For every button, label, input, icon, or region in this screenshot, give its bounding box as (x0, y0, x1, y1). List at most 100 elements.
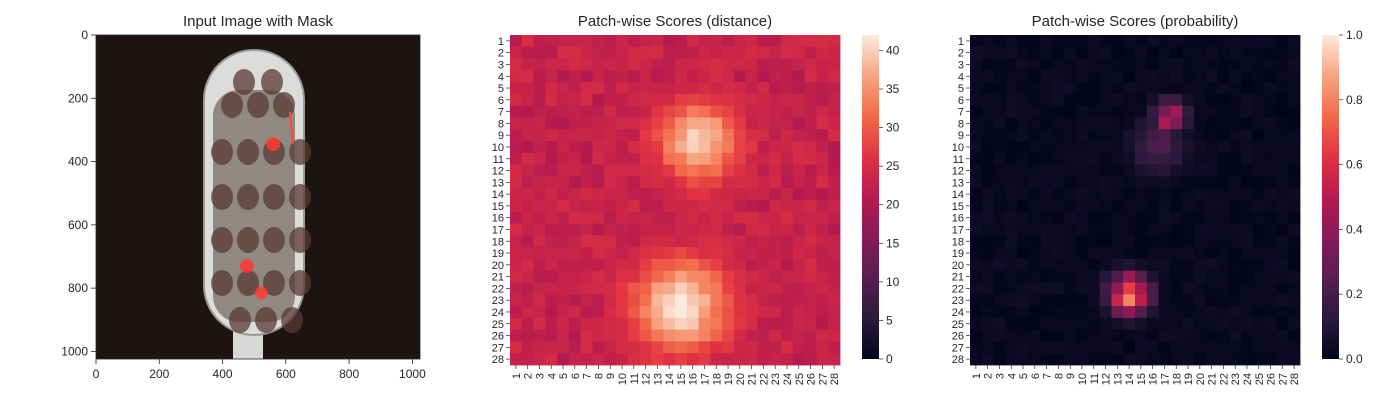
heatmap-cell (970, 294, 983, 307)
heatmap-cell (1229, 188, 1242, 201)
heatmap-cell (675, 200, 688, 213)
heatmap-cell (1087, 82, 1101, 95)
heatmap-cell (1288, 223, 1301, 236)
heatmap-cell (1111, 353, 1124, 366)
heatmap-cell (1135, 341, 1148, 354)
heatmap-cell (1252, 235, 1266, 248)
heatmap-cell (627, 176, 641, 189)
y-tick-label: 5 (958, 83, 964, 95)
heatmap-cell (1182, 223, 1195, 236)
heatmap-cell (1040, 105, 1053, 118)
heatmap-cell (722, 117, 735, 130)
y-tick-label: 7 (958, 107, 964, 119)
heatmap-cell (533, 200, 546, 213)
heatmap-cell (510, 282, 523, 295)
x-tick-label: 13 (652, 373, 664, 385)
colorbar-tick-label: 20 (886, 198, 900, 212)
heatmap-cell (1052, 58, 1065, 71)
heatmap-cell (1241, 235, 1254, 248)
heatmap-cell (757, 105, 770, 118)
heatmap-cell (981, 306, 994, 319)
heatmap-cell (568, 188, 582, 201)
heatmap-cell (698, 164, 711, 177)
heatmap-cell (710, 317, 723, 331)
colorbar-tick-label: 40 (886, 43, 900, 57)
heatmap-cell (757, 129, 770, 142)
heatmap-cell (981, 188, 994, 201)
heatmap-cell (1111, 141, 1124, 154)
heatmap-cell (745, 93, 758, 107)
heatmap-cell (1111, 306, 1124, 319)
heatmap-cell (1052, 258, 1065, 272)
heatmap-cell (710, 105, 723, 118)
heatmap-cell (981, 93, 994, 107)
x-tick-label: 7 (582, 373, 594, 379)
heatmap-cell (1288, 353, 1301, 366)
heatmap-cell (1158, 235, 1171, 248)
heatmap-cell (698, 247, 711, 260)
heatmap-cell (1099, 188, 1112, 201)
heatmap-cell (970, 282, 983, 295)
heatmap-cell (545, 341, 558, 354)
heatmap-cell (1182, 306, 1195, 319)
heatmap-cell (1217, 294, 1230, 307)
heatmap-cell (1111, 329, 1124, 342)
heatmap-cell (604, 306, 617, 319)
heatmap-cell (981, 70, 994, 83)
heatmap-cell (592, 188, 605, 201)
heatmap-cell (804, 306, 817, 319)
heatmap-cell (769, 317, 782, 331)
heatmap-cell (804, 317, 817, 331)
heatmap-cell (792, 341, 806, 354)
heatmap-cell (816, 117, 829, 130)
heatmap-cell (1005, 82, 1018, 95)
heatmap-cell (521, 152, 534, 166)
y-tick-label: 27 (492, 342, 504, 354)
heatmap-cell (1193, 70, 1207, 83)
heatmap-cell (981, 329, 994, 342)
heatmap-cell (510, 46, 523, 59)
heatmap-cell (757, 341, 770, 354)
heatmap-cell (1205, 46, 1218, 59)
bristle-tuft (263, 227, 285, 253)
heatmap-cell (651, 270, 664, 283)
heatmap-cell (698, 223, 711, 236)
y-tick-label: 22 (492, 283, 504, 295)
heatmap-cell (521, 46, 534, 59)
heatmap-cell (686, 247, 699, 260)
heatmap-cell (533, 211, 546, 224)
heatmap-cell (580, 129, 593, 142)
heatmap-cell (627, 188, 641, 201)
heatmap-cell (970, 317, 983, 331)
heatmap-cell (592, 152, 605, 166)
heatmap-cell (1005, 341, 1018, 354)
heatmap-cell (1028, 46, 1042, 59)
heatmap-cell (1252, 282, 1266, 295)
heatmap-cell (663, 152, 676, 166)
heatmap-cell (663, 46, 676, 59)
heatmap-cell (616, 70, 629, 83)
heatmap-cell (722, 35, 735, 48)
heatmap-cell (663, 294, 676, 307)
heatmap-cell (1040, 341, 1053, 354)
heatmap-cell (1017, 223, 1030, 236)
heatmap-cell (1205, 223, 1218, 236)
heatmap-cell (981, 58, 994, 71)
heatmap-cell (993, 282, 1006, 295)
heatmap-cell (722, 329, 735, 342)
heatmap-cell (769, 188, 782, 201)
heatmap-cell (604, 235, 617, 248)
heatmap-cell (533, 152, 546, 166)
heatmap-cell (510, 317, 523, 331)
heatmap-cell (1111, 211, 1124, 224)
x-tick-label: 1 (971, 373, 983, 379)
heatmap-cell (592, 353, 605, 366)
heatmap-cell (1123, 247, 1136, 260)
heatmap-cell (1135, 200, 1148, 213)
y-tick-label: 19 (952, 248, 964, 260)
heatmap-cell (1087, 235, 1101, 248)
heatmap-cell (1099, 46, 1112, 59)
x-tick-label: 11 (629, 373, 641, 384)
heatmap-cell (1028, 93, 1042, 107)
heatmap-cell (722, 353, 735, 366)
